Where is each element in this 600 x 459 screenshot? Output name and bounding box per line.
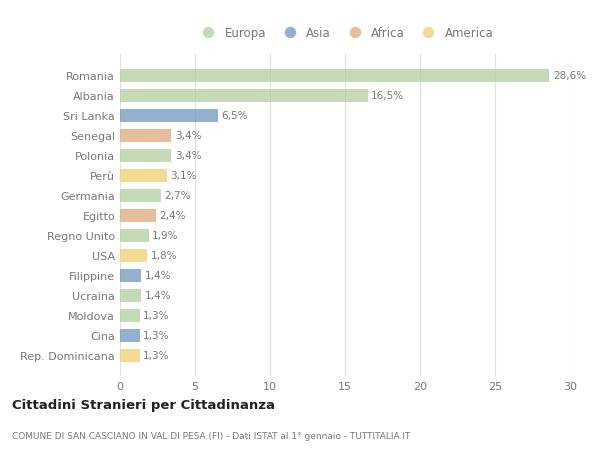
Bar [120,209,156,222]
Text: 1,4%: 1,4% [145,291,171,301]
Text: Cittadini Stranieri per Cittadinanza: Cittadini Stranieri per Cittadinanza [12,398,275,412]
Bar [120,129,171,142]
Text: 2,4%: 2,4% [160,211,186,221]
Text: 1,3%: 1,3% [143,330,170,340]
Bar [120,169,167,182]
Bar [120,269,141,282]
Bar [120,329,139,342]
Text: 6,5%: 6,5% [221,111,248,121]
Text: 1,9%: 1,9% [152,231,179,241]
Text: 2,7%: 2,7% [164,191,191,201]
Bar [120,249,147,262]
Bar [120,70,549,83]
Bar [120,349,139,362]
Text: 1,4%: 1,4% [145,270,171,280]
Text: COMUNE DI SAN CASCIANO IN VAL DI PESA (FI) - Dati ISTAT al 1° gennaio - TUTTITAL: COMUNE DI SAN CASCIANO IN VAL DI PESA (F… [12,431,410,440]
Bar [120,229,149,242]
Text: 3,1%: 3,1% [170,171,197,181]
Text: 3,4%: 3,4% [175,151,201,161]
Text: 1,3%: 1,3% [143,350,170,360]
Bar [120,189,161,202]
Text: 1,8%: 1,8% [151,251,177,261]
Text: 16,5%: 16,5% [371,91,404,101]
Bar [120,150,171,162]
Bar [120,309,139,322]
Bar [120,90,367,102]
Text: 28,6%: 28,6% [553,71,586,81]
Bar [120,289,141,302]
Legend: Europa, Asia, Africa, America: Europa, Asia, Africa, America [191,22,499,45]
Bar [120,110,218,123]
Text: 1,3%: 1,3% [143,310,170,320]
Text: 3,4%: 3,4% [175,131,201,141]
